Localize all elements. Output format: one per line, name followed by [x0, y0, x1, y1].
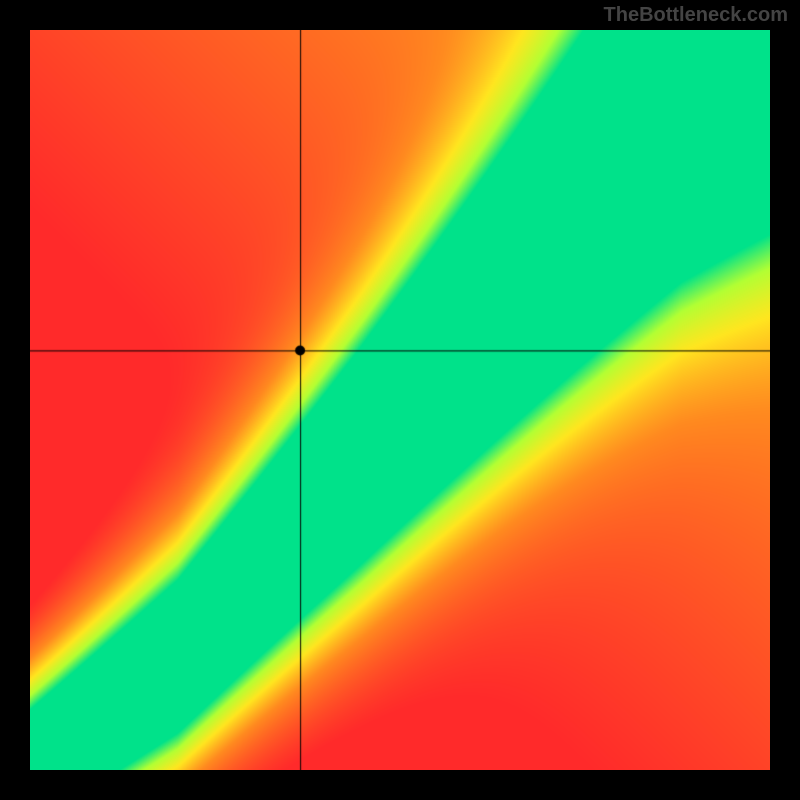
chart-frame: TheBottleneck.com: [0, 0, 800, 800]
plot-area: [30, 30, 770, 770]
watermark-text: TheBottleneck.com: [604, 4, 788, 27]
heatmap-canvas: [30, 30, 770, 770]
